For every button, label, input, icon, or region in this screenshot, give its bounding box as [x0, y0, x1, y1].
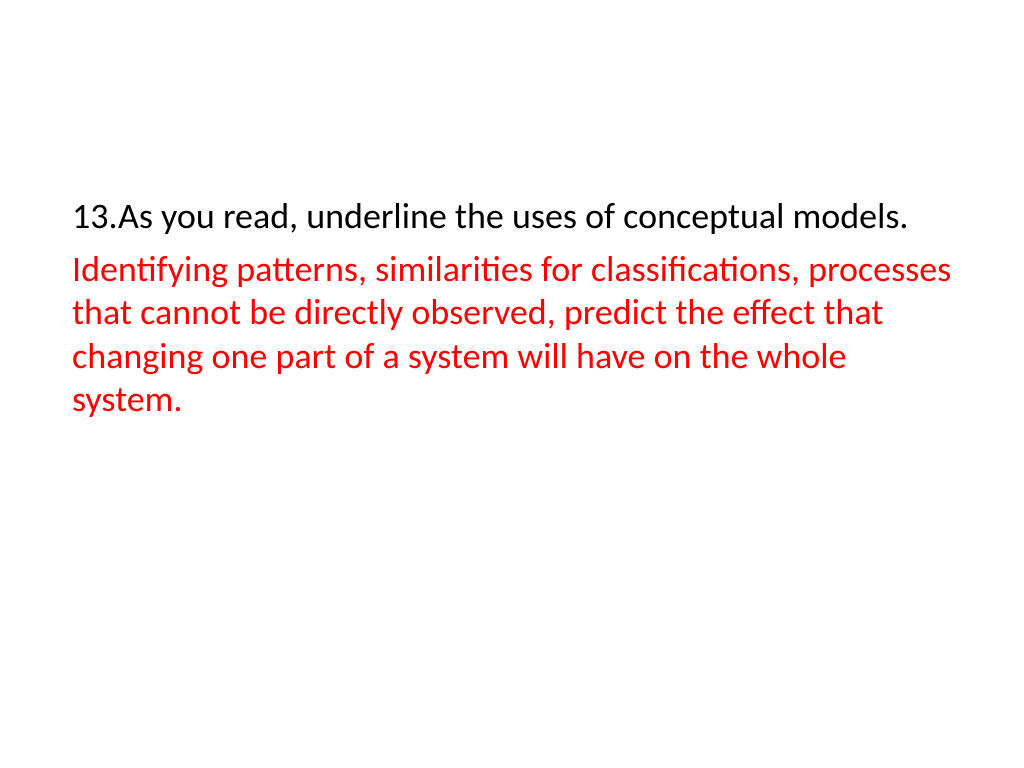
question-number: 13.	[72, 195, 118, 238]
answer-text: Identifying patterns, similarities for c…	[72, 248, 952, 421]
question-line: 13. As you read, underline the uses of c…	[72, 195, 952, 238]
question-text: As you read, underline the uses of conce…	[118, 195, 952, 238]
slide-container: 13. As you read, underline the uses of c…	[0, 0, 1024, 768]
